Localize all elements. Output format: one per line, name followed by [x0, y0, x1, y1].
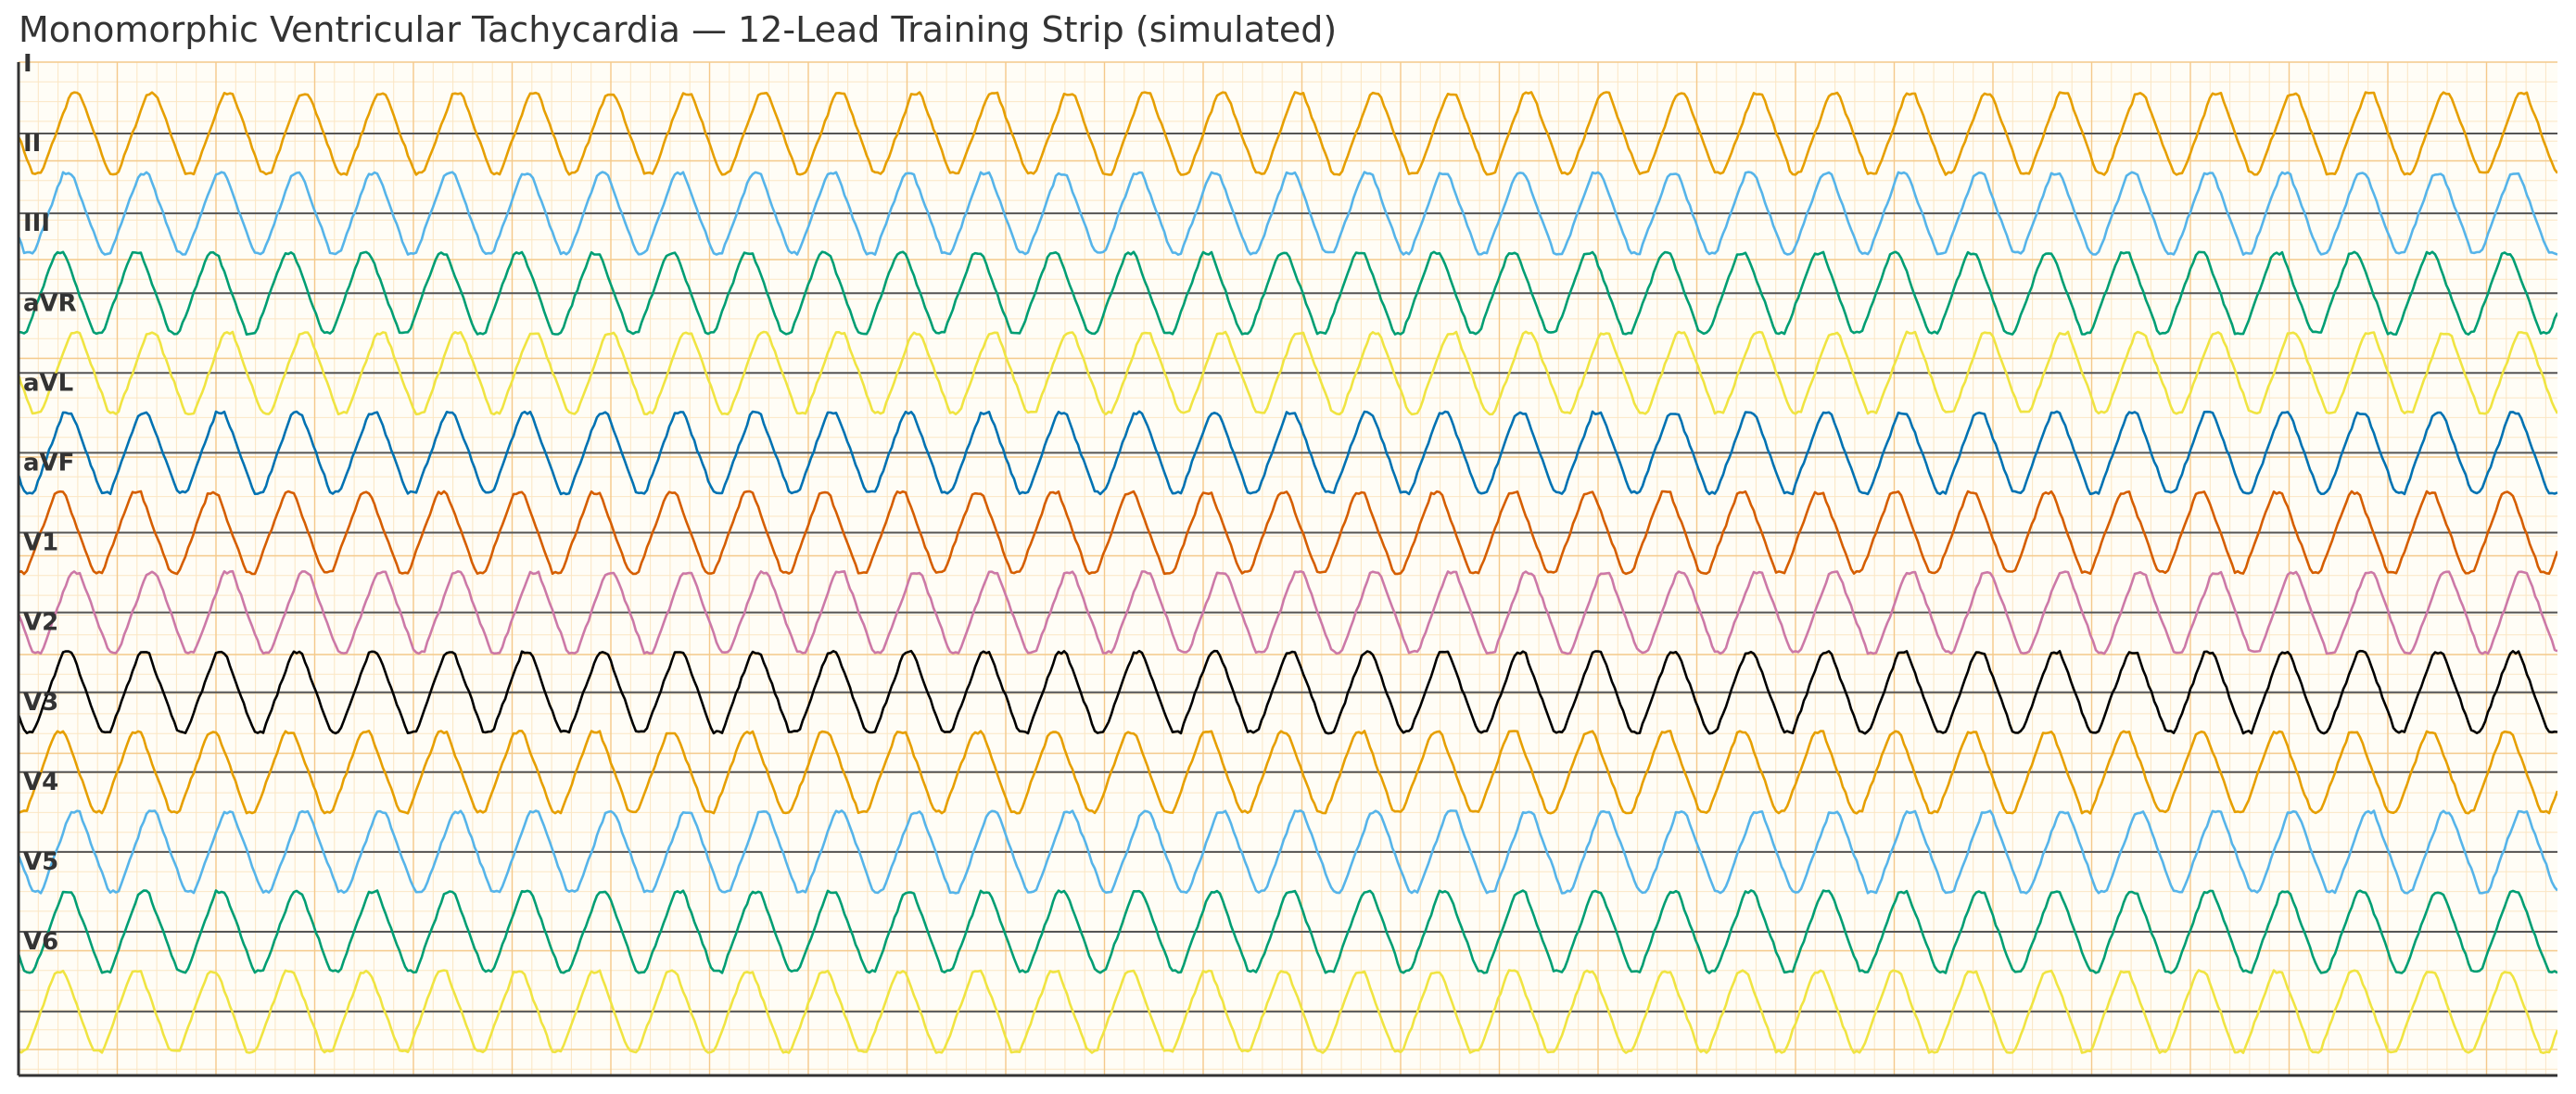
lead-label-v3: V3: [23, 689, 58, 717]
trace-ii: [19, 171, 2557, 256]
lead-label-i: I: [23, 50, 32, 78]
trace-v6: [19, 969, 2557, 1054]
lead-label-v2: V2: [23, 609, 58, 637]
trace-v5: [19, 889, 2557, 974]
lead-label-avl: aVL: [23, 369, 73, 397]
grid-background: [19, 62, 2557, 1075]
trace-v2: [19, 649, 2557, 735]
lead-label-iii: III: [23, 210, 50, 237]
trace-v3: [19, 730, 2557, 815]
lead-label-v4: V4: [23, 769, 58, 796]
trace-v4: [19, 809, 2557, 895]
plot-axes: [17, 62, 2557, 1077]
lead-label-avr: aVR: [23, 289, 77, 317]
trace-v1: [19, 569, 2557, 655]
lead-label-v6: V6: [23, 928, 58, 956]
lead-baselines: [19, 133, 2557, 1013]
lead-label-avf: aVF: [23, 450, 74, 477]
lead-label-v1: V1: [23, 529, 58, 557]
ecg-grid: [18, 61, 2557, 1075]
lead-traces: [19, 91, 2557, 1054]
trace-avf: [19, 490, 2557, 576]
trace-avr: [19, 330, 2557, 416]
minor-gridlines: [19, 62, 2557, 1075]
trace-avl: [19, 410, 2557, 496]
lead-label-v5: V5: [23, 848, 58, 876]
lead-label-ii: II: [23, 130, 41, 158]
trace-iii: [19, 250, 2557, 336]
trace-i: [19, 91, 2557, 176]
chart-title: Monomorphic Ventricular Tachycardia — 12…: [19, 9, 1338, 50]
